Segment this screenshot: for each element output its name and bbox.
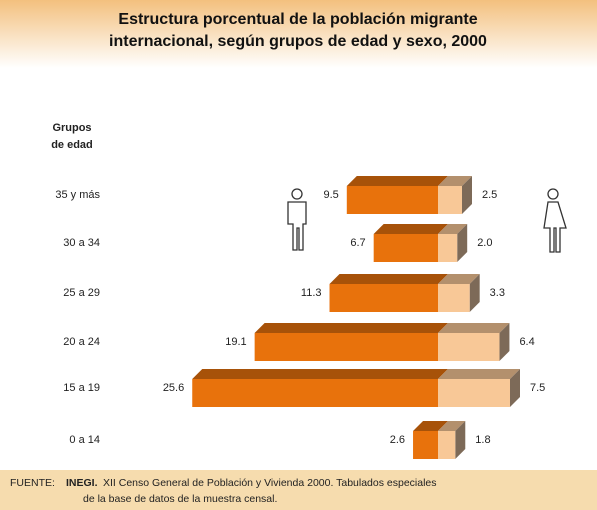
bar-top xyxy=(438,274,480,284)
bar-side xyxy=(455,421,466,459)
bar xyxy=(329,284,438,312)
bar-side xyxy=(510,369,520,407)
bar-side xyxy=(499,323,510,361)
source-text: de la base de datos de la muestra censal… xyxy=(83,493,277,505)
category-label: 15 a 19 xyxy=(63,382,100,394)
source-label: FUENTE: xyxy=(10,477,55,489)
data-label: 6.7 xyxy=(350,237,365,249)
bar-side xyxy=(462,176,472,214)
bar-top xyxy=(329,274,448,284)
bar-top xyxy=(438,176,472,186)
bar xyxy=(373,234,438,262)
bar-top xyxy=(413,421,448,431)
data-label: 1.8 xyxy=(475,434,490,446)
source-text: XII Censo General de Población y Viviend… xyxy=(103,477,437,489)
category-axis-title: de edad xyxy=(51,139,93,151)
bar xyxy=(438,284,470,312)
data-label: 19.1 xyxy=(225,336,246,348)
male-icon xyxy=(287,188,307,251)
bar-top xyxy=(438,421,466,431)
bar-top xyxy=(373,224,448,234)
category-label: 25 a 29 xyxy=(63,287,100,299)
data-label: 2.5 xyxy=(482,189,497,201)
header-band xyxy=(0,0,597,68)
category-label: 30 a 34 xyxy=(63,237,100,249)
bar xyxy=(413,431,438,459)
data-label: 3.3 xyxy=(490,287,505,299)
female-icon xyxy=(543,188,567,253)
bar-side xyxy=(457,224,468,262)
source-org: INEGI. xyxy=(66,477,98,489)
bar xyxy=(438,234,458,262)
bar xyxy=(438,431,456,459)
data-label: 2.0 xyxy=(477,237,492,249)
bar-top xyxy=(438,224,468,234)
bar-top xyxy=(192,369,448,379)
bar xyxy=(254,333,438,361)
bar xyxy=(438,186,462,214)
category-label: 0 a 14 xyxy=(69,434,100,446)
category-axis-title: Grupos xyxy=(52,122,91,134)
data-label: 9.5 xyxy=(324,189,339,201)
data-label: 6.4 xyxy=(519,336,534,348)
data-label: 25.6 xyxy=(163,382,184,394)
bar xyxy=(192,379,438,407)
bar-top xyxy=(438,323,510,333)
bar-top xyxy=(254,323,448,333)
bar xyxy=(438,379,510,407)
category-label: 35 y más xyxy=(55,189,100,201)
bar-top xyxy=(346,176,448,186)
data-label: 2.6 xyxy=(390,434,405,446)
chart-title: internacional, según grupos de edad y se… xyxy=(109,33,487,50)
category-label: 20 a 24 xyxy=(63,336,100,348)
data-label: 7.5 xyxy=(530,382,545,394)
footer-band xyxy=(0,470,597,510)
data-label: 11.3 xyxy=(301,287,322,299)
bar-side xyxy=(469,274,480,312)
chart-title: Estructura porcentual de la población mi… xyxy=(118,11,477,28)
bar xyxy=(438,333,500,361)
bar xyxy=(346,186,438,214)
bar-top xyxy=(438,369,520,379)
